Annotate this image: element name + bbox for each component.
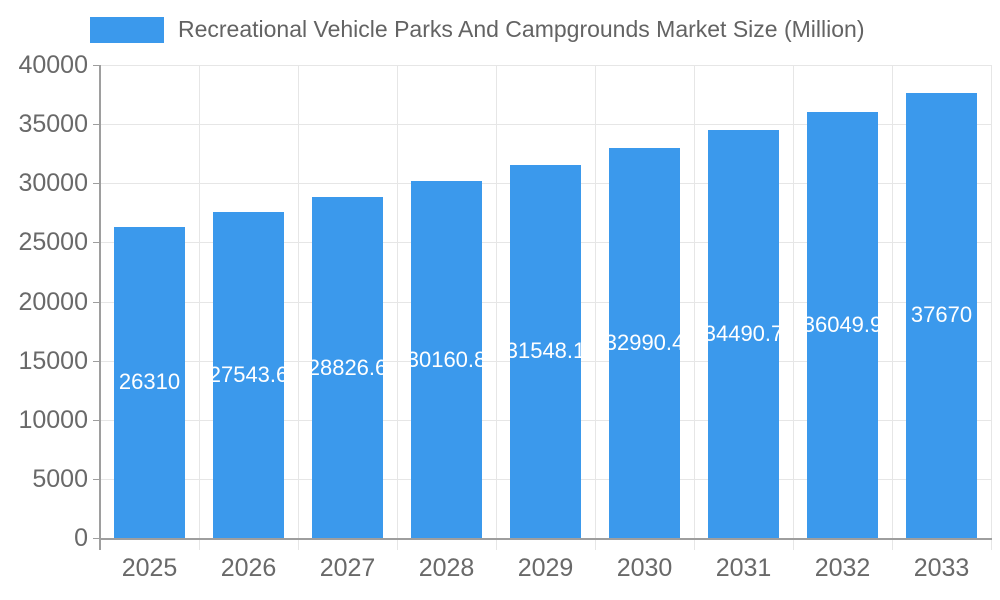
gridline-vertical [298,65,299,550]
bar-value-label: 37670 [910,302,973,328]
y-axis-tick-label: 20000 [18,287,88,316]
y-axis-tick [93,242,100,244]
y-axis-tick [93,419,100,421]
gridline-vertical [199,65,200,550]
y-axis-tick [93,478,100,480]
y-axis-tick-label: 5000 [32,464,88,493]
bar-value-label: 28826.6 [312,354,383,380]
bar-value-label: 26310 [118,369,181,395]
bar-2029[interactable]: 31548.1 [510,164,581,538]
bar-value-label: 34490.7 [708,321,779,347]
y-axis-tick [93,538,100,539]
bar-2027[interactable]: 28826.6 [312,197,383,538]
legend-label: Recreational Vehicle Parks And Campgroun… [178,16,865,42]
gridline-vertical [397,65,398,550]
gridline-vertical [496,65,497,550]
x-axis-tick-label: 2028 [418,554,475,582]
y-axis-tick-label: 15000 [18,346,88,375]
y-axis-tick-label: 25000 [18,228,88,257]
x-axis-tick-label: 2033 [913,554,970,582]
x-axis-tick-label: 2026 [220,554,277,582]
bar-value-label: 31548.1 [510,338,581,364]
y-axis-tick [93,124,100,126]
y-axis-tick [93,65,100,66]
x-axis-tick-label: 2025 [121,554,178,582]
bar-value-label: 36049.9 [807,311,878,337]
y-axis-tick-label: 35000 [18,110,88,139]
gridline-vertical [694,65,695,550]
bar-2025[interactable]: 26310 [114,226,185,538]
gridline-vertical [892,65,893,550]
y-axis-tick [93,360,100,362]
gridline-vertical [793,65,794,550]
gridline-horizontal [100,65,991,66]
bar-2026[interactable]: 27543.6 [213,212,284,538]
x-axis-tick-label: 2032 [814,554,871,582]
bar-2033[interactable]: 37670 [906,92,977,538]
bar-value-label: 32990.4 [609,329,680,355]
y-axis-tick-label: 0 [74,524,88,552]
y-axis-tick-label: 10000 [18,405,88,434]
y-axis-line [99,65,101,550]
bar-2028[interactable]: 30160.8 [411,181,482,538]
y-axis-tick [93,183,100,185]
bar-value-label: 30160.8 [411,346,482,372]
bar-2030[interactable]: 32990.4 [609,147,680,538]
bar-2032[interactable]: 36049.9 [807,111,878,538]
y-axis-tick-label: 40000 [18,51,88,79]
y-axis-tick-label: 30000 [18,169,88,198]
gridline-vertical [991,65,992,550]
gridline-vertical [595,65,596,550]
bar-value-label: 27543.6 [213,362,284,388]
x-axis-tick-label: 2030 [616,554,673,582]
y-axis-tick [93,301,100,303]
x-axis-tick-label: 2027 [319,554,376,582]
legend-swatch [90,16,164,43]
legend: Recreational Vehicle Parks And Campgroun… [90,16,864,43]
x-axis-tick-label: 2029 [517,554,574,582]
bar-2031[interactable]: 34490.7 [708,130,779,538]
x-axis-line [99,538,992,540]
x-axis-tick-label: 2031 [715,554,772,582]
gridline-horizontal [100,124,991,126]
